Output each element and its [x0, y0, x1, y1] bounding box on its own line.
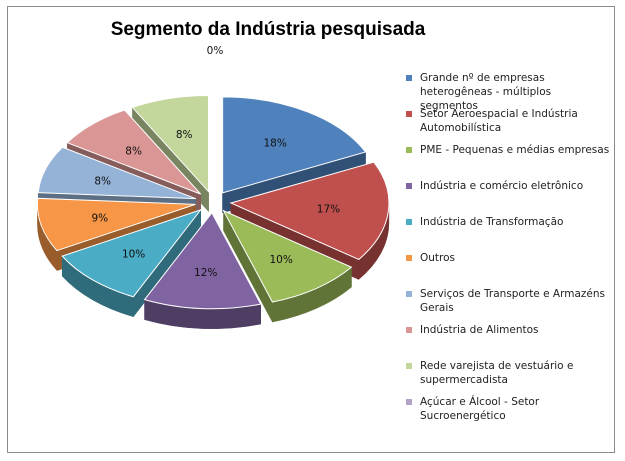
chart-title: Segmento da Indústria pesquisada	[110, 19, 426, 40]
legend-label: Setor Aeroespacial e Indústria Automobil…	[420, 108, 578, 134]
data-label-2: 17%	[317, 204, 340, 216]
legend-label: Grande nº de empresas heterogêneas - múl…	[420, 72, 552, 112]
pie-slice-2	[229, 161, 390, 261]
legend-label: Serviços de Transporte e Armazéns Gerais	[420, 288, 605, 314]
pie-slice-6	[36, 197, 196, 252]
legend-swatch	[406, 147, 412, 153]
legend-label: Outros	[420, 252, 456, 264]
legend-swatch	[406, 327, 412, 333]
data-label-7: 8%	[94, 175, 111, 187]
legend-swatch	[406, 183, 412, 189]
pie-slice-7	[37, 146, 197, 200]
pie-slice-8	[66, 109, 202, 195]
legend-swatch	[406, 363, 412, 369]
data-label-5: 10%	[122, 248, 145, 260]
data-label-4: 12%	[194, 267, 217, 279]
legend-swatch	[406, 399, 412, 405]
pie-slice-4	[143, 211, 262, 310]
data-label-1: 18%	[263, 138, 286, 150]
legend-label: Indústria de Alimentos	[420, 324, 539, 336]
chart-frame: Segmento da Indústria pesquisada 18% 17% 1…	[7, 6, 615, 453]
data-label-10: 0%	[207, 45, 224, 57]
pie-slice-1	[222, 96, 367, 194]
data-label-9: 8%	[176, 129, 193, 141]
data-label-8: 8%	[125, 146, 142, 158]
pie-slice-3	[222, 209, 353, 303]
legend-swatch	[406, 291, 412, 297]
pie-data-labels: 18% 17% 10% 12% 10% 9% 8% 8% 8% 0%	[91, 45, 340, 279]
legend-label: PME - Pequenas e médias empresas	[420, 144, 610, 156]
legend-label: Indústria de Transformação	[420, 216, 564, 228]
pie-chart: 18% 17% 10% 12% 10% 9% 8% 8% 8% 0%	[36, 45, 390, 330]
legend-swatch	[406, 255, 412, 261]
legend-label: Açúcar e Álcool - Setor Sucroenergético	[420, 396, 540, 422]
legend-swatch	[406, 75, 412, 81]
pie-tops	[36, 95, 390, 310]
pie-slice-9	[131, 95, 210, 193]
legend-swatch	[406, 111, 412, 117]
data-label-6: 9%	[91, 212, 108, 224]
legend-label: Indústria e comércio eletrônico	[420, 180, 584, 192]
legend-swatch	[406, 219, 412, 225]
data-label-3: 10%	[269, 254, 292, 266]
pie-slice-5	[61, 208, 203, 298]
legend-label: Rede varejista de vestuário e supermerca…	[420, 360, 574, 386]
